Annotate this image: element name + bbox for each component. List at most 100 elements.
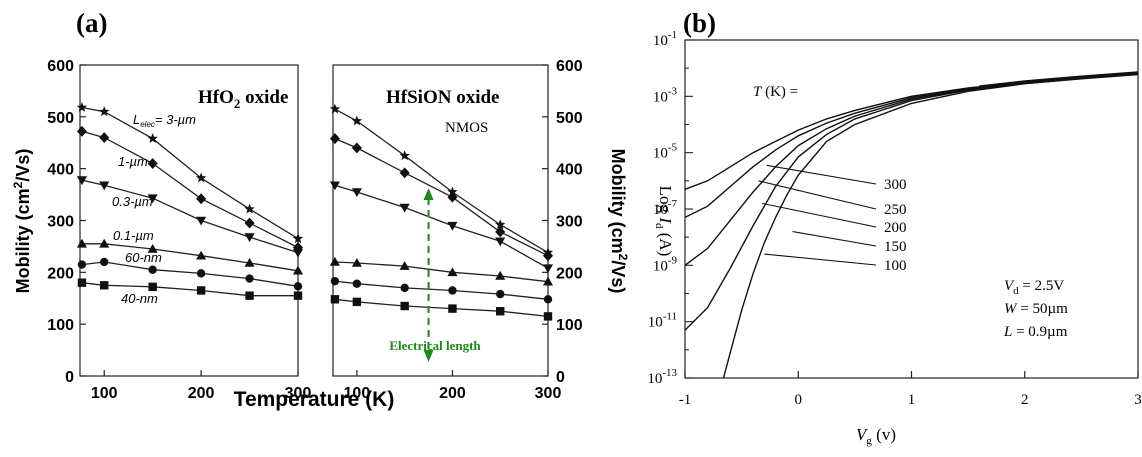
data-point-square	[400, 301, 409, 311]
data-point-diamond	[147, 158, 158, 169]
data-point-square	[496, 307, 505, 316]
series-label-0-3um: 0.3-µm	[112, 194, 153, 209]
y-tick-label: 300	[556, 214, 583, 231]
electrical-length-label: Electrical length	[389, 338, 481, 353]
x-tick-label: 300	[285, 385, 312, 402]
id-curve-200k	[684, 73, 1139, 266]
data-point-square	[330, 295, 340, 304]
y-tick-label: 100	[556, 317, 583, 334]
data-point-triangle-down	[351, 188, 362, 198]
data-point-square	[352, 297, 362, 307]
series-label-0-1um: 0.1-µm	[113, 228, 154, 243]
data-point-triangle-down	[495, 237, 506, 247]
panel-b-label: (b)	[683, 8, 716, 38]
device-param: Vd = 2.5V	[1004, 278, 1064, 297]
data-point-circle	[148, 265, 157, 274]
series-line	[81, 282, 298, 297]
data-point-circle	[196, 269, 206, 278]
data-point-star	[195, 172, 207, 183]
data-point-square	[196, 286, 206, 295]
data-point-triangle-up	[542, 276, 554, 286]
data-point-diamond	[196, 193, 207, 205]
legend-leader-250k	[758, 180, 877, 210]
series-line	[81, 106, 299, 240]
data-point-circle	[100, 257, 109, 267]
y-tick-label: 10-7	[653, 198, 678, 218]
x-tick-label: 1	[908, 392, 916, 408]
legend-label-150k: 150	[884, 239, 907, 255]
data-point-circle	[543, 295, 553, 304]
legend-leader-150k	[792, 230, 877, 247]
x-tick-label: 200	[188, 385, 215, 402]
series-line	[334, 261, 549, 283]
series-label-40nm: 40-nm	[121, 291, 158, 306]
data-point-diamond	[447, 191, 458, 203]
data-point-star	[329, 103, 341, 114]
y-tick-label: 0	[556, 369, 565, 386]
series-label-1um: 1-µm	[118, 154, 148, 169]
y-tick-label: 400	[556, 162, 583, 179]
data-point-diamond	[244, 217, 255, 229]
y-tick-label: 500	[47, 110, 74, 127]
legend-label-250k: 250	[884, 202, 907, 218]
data-point-triangle-up	[244, 257, 255, 267]
y-tick-label: 300	[47, 214, 74, 231]
arrow-head-down	[423, 349, 434, 362]
device-param: L = 0.9µm	[1003, 324, 1068, 340]
series-label-60nm: 60-nm	[125, 250, 162, 265]
data-point-triangle-up	[196, 250, 207, 260]
series-line	[81, 243, 299, 272]
y-tick-label: 10-11	[648, 311, 677, 331]
data-point-triangle-up	[447, 267, 458, 277]
data-point-square	[293, 291, 303, 300]
series-line	[334, 280, 549, 300]
id-curve-100k	[722, 73, 1139, 379]
temperature-x-axis-label: Temperature (K)	[234, 388, 395, 411]
data-point-diamond	[76, 125, 87, 137]
data-point-triangle-up	[292, 265, 304, 275]
temperature-legend-title: T (K) =	[753, 84, 798, 100]
legend-label-100k: 100	[884, 258, 907, 274]
y-tick-label: 200	[556, 265, 583, 282]
id-y-axis-label: Log Id (A)	[653, 186, 675, 257]
data-point-square	[448, 304, 457, 313]
y-tick-label: 200	[47, 265, 74, 282]
data-point-diamond	[351, 142, 362, 154]
data-point-star	[351, 115, 363, 126]
data-point-square	[245, 291, 254, 300]
data-point-triangle-up	[147, 243, 158, 253]
data-point-star	[399, 150, 410, 161]
data-point-square	[543, 312, 553, 321]
data-point-triangle-up	[76, 238, 87, 248]
data-point-triangle-down	[292, 248, 304, 258]
id-curve-150k	[684, 73, 1139, 331]
y-tick-label: 600	[556, 58, 583, 75]
x-tick-label: 100	[344, 385, 371, 402]
data-point-star	[244, 203, 255, 214]
data-point-triangle-up	[99, 238, 110, 248]
log-id-vs-vg-chart: Log Id (A) Vg (v) -1 0 1 2 3 10-13 10-11 10-9 10…	[647, 29, 1141, 447]
data-point-triangle-down	[329, 181, 340, 191]
data-point-triangle-down	[244, 233, 255, 243]
data-point-triangle-down	[447, 221, 458, 231]
y-tick-label: 10-5	[653, 142, 678, 162]
hfo2-chart-title: HfO2 oxide	[198, 87, 288, 111]
data-point-triangle-up	[329, 256, 340, 266]
hfsion-mobility-chart: HfSiON oxide NMOS Mobility (cm2/Vs) 100 2…	[329, 58, 630, 402]
data-point-triangle-down	[99, 181, 110, 191]
x-tick-label: 3	[1134, 392, 1142, 408]
data-point-diamond	[399, 167, 410, 179]
data-point-circle	[352, 279, 362, 288]
data-point-diamond	[329, 133, 340, 145]
y-tick-label: 10-1	[653, 29, 677, 49]
data-point-diamond	[292, 241, 304, 253]
data-point-square	[148, 282, 157, 292]
hfsion-y-axis-label: Mobility (cm2/Vs)	[608, 149, 630, 294]
y-tick-label: 10-3	[653, 85, 678, 105]
hfsion-chart-subtitle: NMOS	[445, 120, 488, 136]
x-tick-label: 300	[535, 385, 562, 402]
data-point-circle	[293, 282, 303, 291]
legend-label-300k: 300	[884, 177, 907, 193]
data-point-triangle-up	[351, 257, 362, 267]
